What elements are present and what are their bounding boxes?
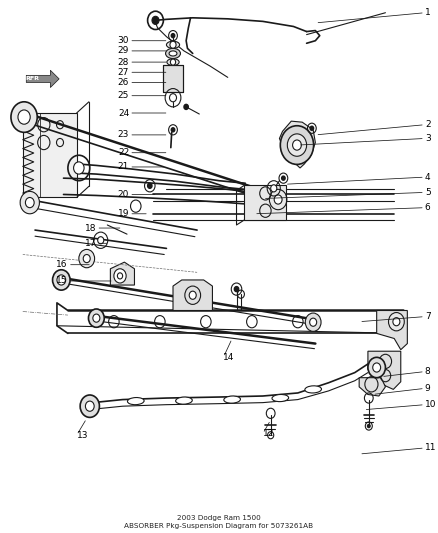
Text: 24: 24	[118, 109, 129, 117]
Ellipse shape	[127, 398, 144, 405]
Text: 4: 4	[425, 173, 431, 182]
Circle shape	[152, 17, 159, 25]
Circle shape	[170, 94, 177, 102]
Ellipse shape	[166, 49, 180, 59]
Text: 29: 29	[118, 46, 129, 55]
Circle shape	[170, 59, 176, 65]
Text: 28: 28	[118, 58, 129, 67]
Circle shape	[271, 185, 277, 192]
Text: 3: 3	[425, 134, 431, 143]
Polygon shape	[26, 70, 59, 87]
Circle shape	[189, 291, 196, 300]
Circle shape	[305, 313, 321, 332]
Circle shape	[20, 191, 39, 214]
Polygon shape	[110, 262, 134, 285]
Circle shape	[234, 287, 239, 292]
Circle shape	[293, 140, 301, 150]
Circle shape	[148, 183, 152, 188]
Text: 1: 1	[425, 8, 431, 17]
Text: 18: 18	[85, 223, 96, 232]
Text: 12: 12	[263, 429, 274, 438]
Text: 14: 14	[223, 353, 235, 362]
Text: 19: 19	[118, 209, 129, 219]
Polygon shape	[163, 65, 183, 92]
Polygon shape	[244, 185, 286, 220]
Circle shape	[184, 104, 188, 109]
Ellipse shape	[272, 394, 289, 402]
Circle shape	[98, 237, 104, 244]
Circle shape	[80, 395, 99, 417]
Text: 7: 7	[425, 312, 431, 321]
Ellipse shape	[305, 386, 321, 393]
Ellipse shape	[176, 397, 192, 404]
Ellipse shape	[224, 396, 240, 403]
Polygon shape	[173, 280, 212, 311]
Circle shape	[53, 270, 70, 290]
Circle shape	[117, 273, 123, 279]
Text: 30: 30	[118, 36, 129, 45]
Ellipse shape	[169, 51, 177, 56]
Ellipse shape	[167, 59, 179, 66]
Text: 9: 9	[425, 384, 431, 393]
Circle shape	[389, 312, 404, 331]
Text: 16: 16	[57, 260, 68, 269]
Text: 26: 26	[118, 78, 129, 87]
Text: 17: 17	[85, 239, 96, 248]
Circle shape	[57, 275, 66, 285]
Circle shape	[171, 128, 175, 132]
Text: RFR: RFR	[25, 76, 39, 82]
Polygon shape	[368, 351, 401, 390]
Circle shape	[93, 314, 100, 322]
Circle shape	[367, 424, 370, 427]
Circle shape	[171, 34, 175, 38]
Circle shape	[18, 110, 30, 124]
Text: 8: 8	[425, 367, 431, 376]
Text: 20: 20	[118, 190, 129, 199]
Text: 22: 22	[118, 148, 129, 157]
Text: 10: 10	[425, 400, 436, 409]
Text: 11: 11	[425, 443, 436, 453]
Circle shape	[79, 249, 95, 268]
Text: 13: 13	[77, 431, 88, 440]
Ellipse shape	[166, 41, 180, 49]
Text: 25: 25	[118, 91, 129, 100]
Text: 15: 15	[57, 277, 68, 286]
Polygon shape	[359, 378, 385, 396]
Circle shape	[74, 162, 84, 174]
Circle shape	[114, 269, 126, 283]
Circle shape	[83, 255, 90, 263]
Circle shape	[170, 41, 176, 49]
Text: 5: 5	[425, 188, 431, 197]
Polygon shape	[279, 121, 315, 168]
Polygon shape	[377, 311, 407, 350]
Circle shape	[393, 318, 400, 326]
Circle shape	[85, 401, 94, 411]
Circle shape	[287, 134, 307, 156]
Circle shape	[11, 102, 37, 132]
Text: 21: 21	[118, 163, 129, 172]
Circle shape	[373, 363, 381, 372]
Circle shape	[310, 126, 314, 130]
Circle shape	[280, 126, 314, 164]
Text: 2: 2	[425, 120, 431, 129]
Text: 6: 6	[425, 203, 431, 212]
Circle shape	[88, 309, 104, 327]
Circle shape	[25, 198, 34, 208]
Polygon shape	[23, 113, 77, 198]
Text: 27: 27	[118, 68, 129, 77]
Circle shape	[368, 357, 385, 378]
Circle shape	[282, 176, 285, 180]
Text: 23: 23	[118, 131, 129, 140]
Circle shape	[310, 318, 317, 326]
Text: 2003 Dodge Ram 1500
ABSORBER Pkg-Suspension Diagram for 5073261AB: 2003 Dodge Ram 1500 ABSORBER Pkg-Suspens…	[124, 515, 314, 529]
Circle shape	[274, 195, 282, 204]
